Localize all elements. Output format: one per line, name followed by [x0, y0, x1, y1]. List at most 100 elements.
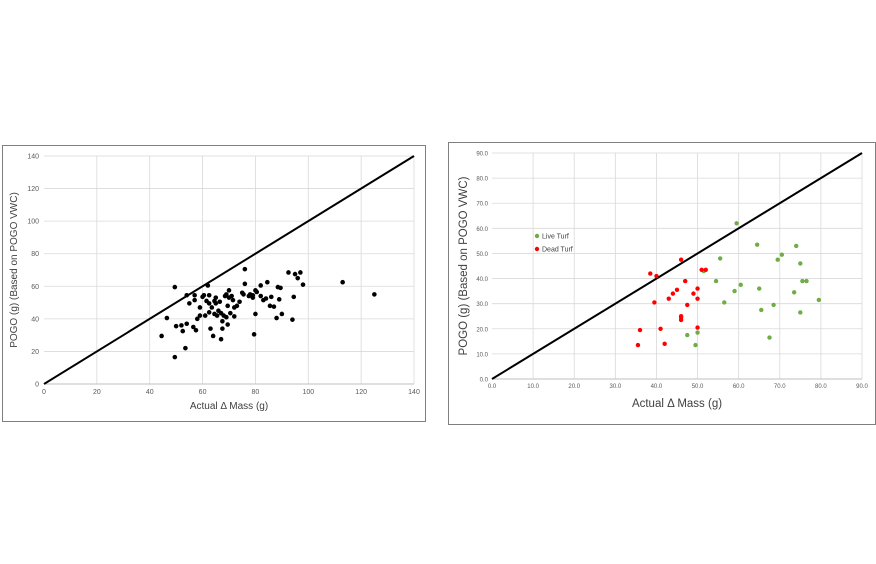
- data-point: [230, 297, 236, 303]
- data-point: [172, 354, 178, 360]
- data-point: [251, 332, 257, 337]
- data-point: [173, 323, 179, 329]
- legend-marker: [534, 246, 540, 252]
- y-tick-label: 120: [27, 186, 39, 193]
- y-tick-label: 40.0: [476, 277, 488, 283]
- chart-left-svg: 0 20 40 60 80 100 120 140 0 20 40 60 80 100 120 140 Actu…: [9, 154, 420, 413]
- gridlines: [44, 155, 415, 384]
- y-tick-label: 50.0: [476, 252, 488, 258]
- data-point: [224, 292, 229, 297]
- data-point: [691, 291, 696, 296]
- data-point: [179, 323, 184, 328]
- x-axis-title: Actual Δ Mass (g): [632, 398, 722, 410]
- data-point: [662, 341, 667, 347]
- data-point: [187, 301, 192, 306]
- data-point: [695, 286, 700, 291]
- reference-line: [491, 152, 863, 380]
- data-point: [791, 290, 797, 295]
- legend: Live Turf Dead Turf: [534, 233, 573, 254]
- data-point: [693, 342, 698, 348]
- data-point: [265, 279, 270, 285]
- legend-label: Live Turf: [542, 234, 569, 241]
- data-point: [263, 296, 269, 301]
- data-point: [224, 314, 229, 320]
- data-point: [798, 261, 803, 266]
- data-point: [228, 310, 233, 316]
- y-tick-label: 20: [31, 349, 39, 356]
- y-axis-title: POGO (g) (Based on POGO VWC): [9, 192, 20, 348]
- data-point: [159, 333, 164, 339]
- data-point: [298, 270, 303, 275]
- data-point: [184, 321, 190, 327]
- data-point: [775, 257, 780, 262]
- series-dead-turf: [635, 257, 708, 348]
- x-tick-label: 20: [93, 389, 101, 396]
- data-point: [271, 304, 277, 309]
- y-tick-label: 0.0: [480, 378, 489, 384]
- data-point: [193, 327, 199, 333]
- y-tick-label: 90.0: [476, 152, 488, 158]
- chart-left-panel: 0 20 40 60 80 100 120 140 0 20 40 60 80 100 120 140 Actu…: [2, 145, 426, 422]
- data-point: [242, 281, 248, 287]
- y-tick-label: 60.0: [476, 227, 488, 233]
- data-point: [241, 292, 246, 297]
- x-tick-label: 40.0: [651, 384, 663, 390]
- data-point: [678, 257, 684, 262]
- y-tick-label: 80: [31, 251, 39, 258]
- data-point: [372, 292, 377, 297]
- data-point: [666, 296, 671, 301]
- data-point: [652, 300, 657, 305]
- gridlines: [492, 152, 863, 379]
- data-point: [164, 315, 170, 321]
- data-point: [197, 305, 203, 310]
- data-point: [798, 310, 803, 315]
- data-point: [767, 335, 772, 340]
- data-point: [699, 267, 704, 272]
- data-point: [291, 294, 297, 300]
- reference-line: [43, 155, 415, 385]
- data-point: [695, 296, 700, 301]
- data-point: [654, 273, 659, 279]
- data-point: [637, 327, 643, 333]
- data-point: [290, 317, 295, 322]
- data-point: [713, 278, 719, 284]
- data-point: [192, 292, 197, 298]
- y-axis-title: POGO (g) (Based on POGO VWC): [458, 176, 470, 355]
- x-tick-label: 80: [252, 389, 260, 396]
- x-tick-label: 10.0: [527, 384, 539, 390]
- x-tick-label: 0.0: [488, 384, 497, 390]
- data-point: [685, 302, 690, 308]
- data-point: [695, 330, 700, 335]
- data-point: [279, 311, 285, 317]
- data-point: [295, 275, 301, 281]
- data-point: [202, 313, 208, 318]
- x-tick-label: 70.0: [774, 384, 786, 390]
- data-point: [209, 305, 215, 310]
- series-live-turf: [685, 221, 822, 348]
- data-point: [734, 221, 739, 226]
- data-point: [695, 325, 700, 330]
- y-tick-label: 70.0: [476, 202, 488, 208]
- legend-label: Dead Turf: [542, 247, 573, 254]
- x-tick-label: 60.0: [733, 384, 745, 390]
- data-point: [816, 297, 822, 303]
- x-tick-label: 20.0: [568, 384, 580, 390]
- data-point: [242, 266, 248, 272]
- data-point: [206, 310, 212, 315]
- chart-right-panel: 0.0 10.0 20.0 30.0 40.0 50.0 60.0 70.0 80.0 90.0 0…: [448, 142, 876, 425]
- data-point: [208, 326, 213, 331]
- x-tick-label: 140: [408, 389, 420, 396]
- x-tick-label: 120: [355, 389, 367, 396]
- x-tick-label: 60: [199, 389, 207, 396]
- data-point: [220, 326, 225, 331]
- data-point: [779, 252, 785, 257]
- data-point: [234, 303, 240, 309]
- data-point: [258, 293, 264, 299]
- data-point: [678, 317, 684, 323]
- data-point: [794, 243, 799, 249]
- data-point: [300, 282, 306, 287]
- legend-marker: [534, 233, 540, 239]
- chart-right-svg: 0.0 10.0 20.0 30.0 40.0 50.0 60.0 70.0 80.0 90.0 0…: [458, 152, 868, 411]
- data-point: [231, 314, 237, 319]
- data-point: [213, 295, 219, 300]
